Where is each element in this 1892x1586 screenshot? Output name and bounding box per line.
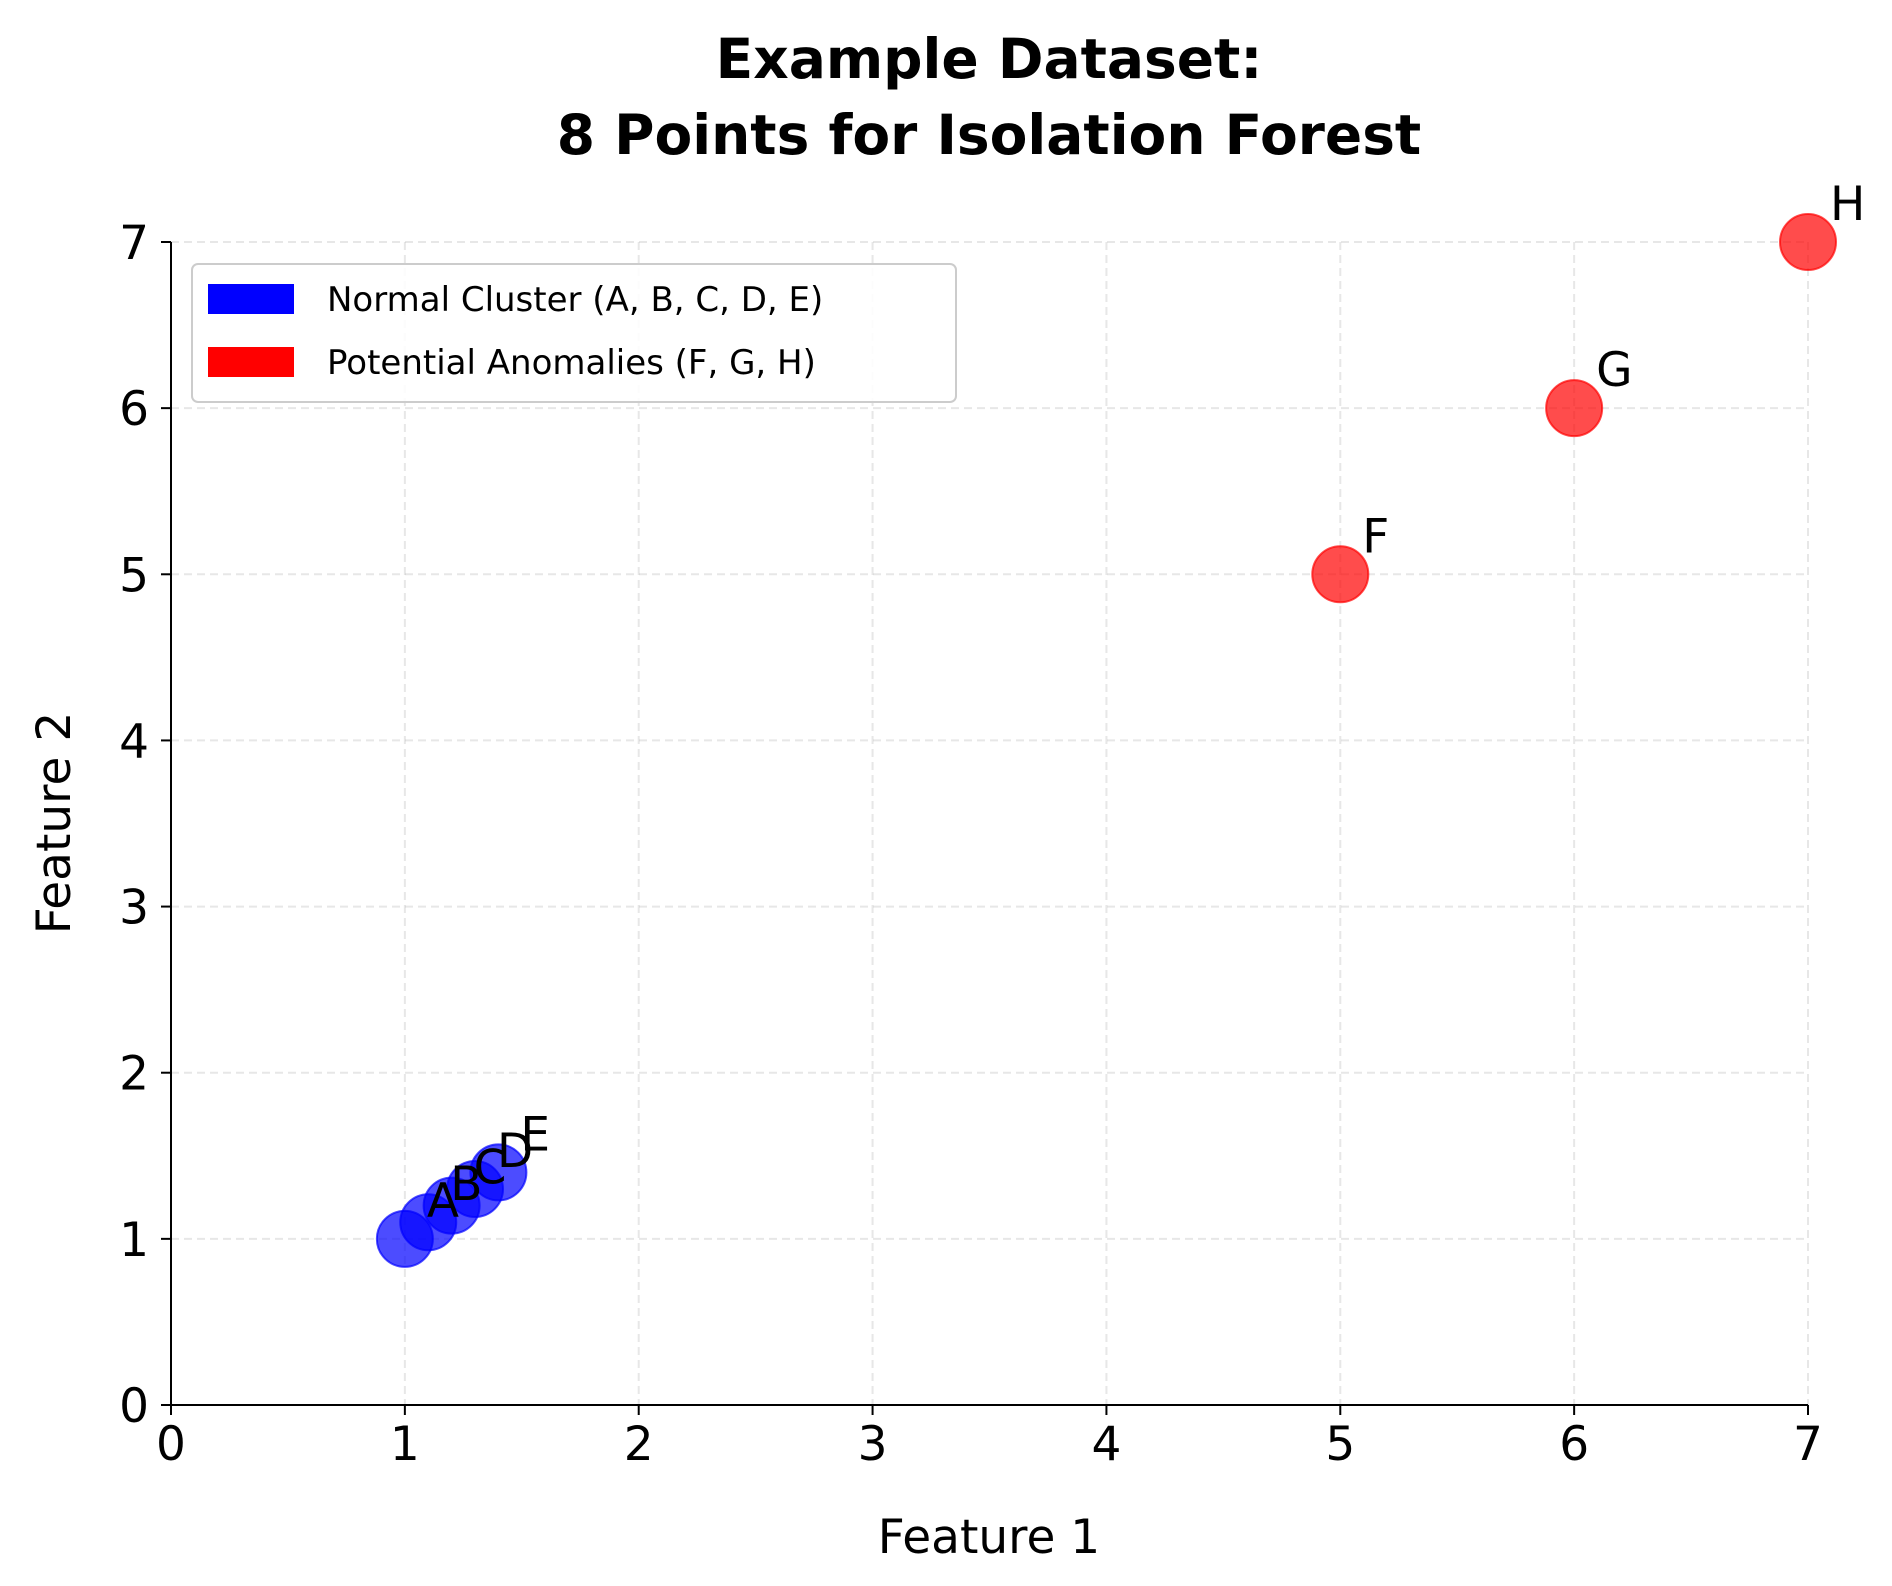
x-tick-label: 3	[858, 1417, 888, 1472]
data-point-h	[1779, 213, 1837, 271]
y-tick-label: 4	[119, 714, 149, 769]
x-axis-label: Feature 1	[878, 1510, 1100, 1565]
y-tick-label: 2	[119, 1047, 149, 1102]
point-label-c: C	[474, 1141, 507, 1196]
point-label-a: A	[427, 1174, 459, 1229]
y-tick-label: 7	[119, 216, 149, 271]
chart-title-line-1: Example Dataset:	[716, 27, 1263, 91]
point-label-e: E	[520, 1107, 550, 1162]
point-label-d: D	[497, 1124, 533, 1179]
x-tick-label: 7	[1793, 1417, 1823, 1472]
y-tick-label: 0	[119, 1379, 149, 1434]
point-label-h: H	[1830, 177, 1865, 232]
point-label-f: F	[1362, 509, 1389, 564]
x-ticks: 0 1 2 3 4 5 6 7	[156, 1405, 1823, 1472]
legend-swatch-normal	[208, 284, 294, 314]
y-ticks: 0 1 2 3 4 5 6 7	[119, 216, 171, 1434]
x-tick-label: 4	[1091, 1417, 1121, 1472]
data-point-f	[1311, 545, 1370, 604]
y-axis-label: Feature 2	[27, 712, 82, 934]
y-tick-label: 5	[119, 548, 149, 603]
legend-frame	[191, 263, 957, 403]
point-label-b: B	[450, 1157, 482, 1212]
legend-label-anomalies: Potential Anomalies (F, G, H)	[327, 343, 816, 383]
y-tick-label: 1	[119, 1213, 149, 1268]
y-tick-label: 3	[119, 881, 149, 936]
data-points	[375, 213, 1837, 1268]
x-tick-label: 5	[1325, 1417, 1355, 1472]
chart-title-line-2: 8 Points for Isolation Forest	[557, 103, 1421, 167]
legend-swatch-anomalies	[208, 347, 294, 377]
data-point-g	[1545, 379, 1604, 438]
point-label-g: G	[1596, 343, 1632, 398]
legend: Normal Cluster (A, B, C, D, E) Potential…	[191, 263, 957, 403]
x-tick-label: 6	[1559, 1417, 1589, 1472]
data-point-e	[469, 1143, 528, 1202]
legend-label-normal: Normal Cluster (A, B, C, D, E)	[327, 280, 823, 320]
axes	[170, 242, 1808, 1406]
x-tick-label: 2	[624, 1417, 654, 1472]
x-tick-label: 1	[390, 1417, 420, 1472]
x-tick-label: 0	[156, 1417, 186, 1472]
y-tick-label: 6	[119, 382, 149, 437]
